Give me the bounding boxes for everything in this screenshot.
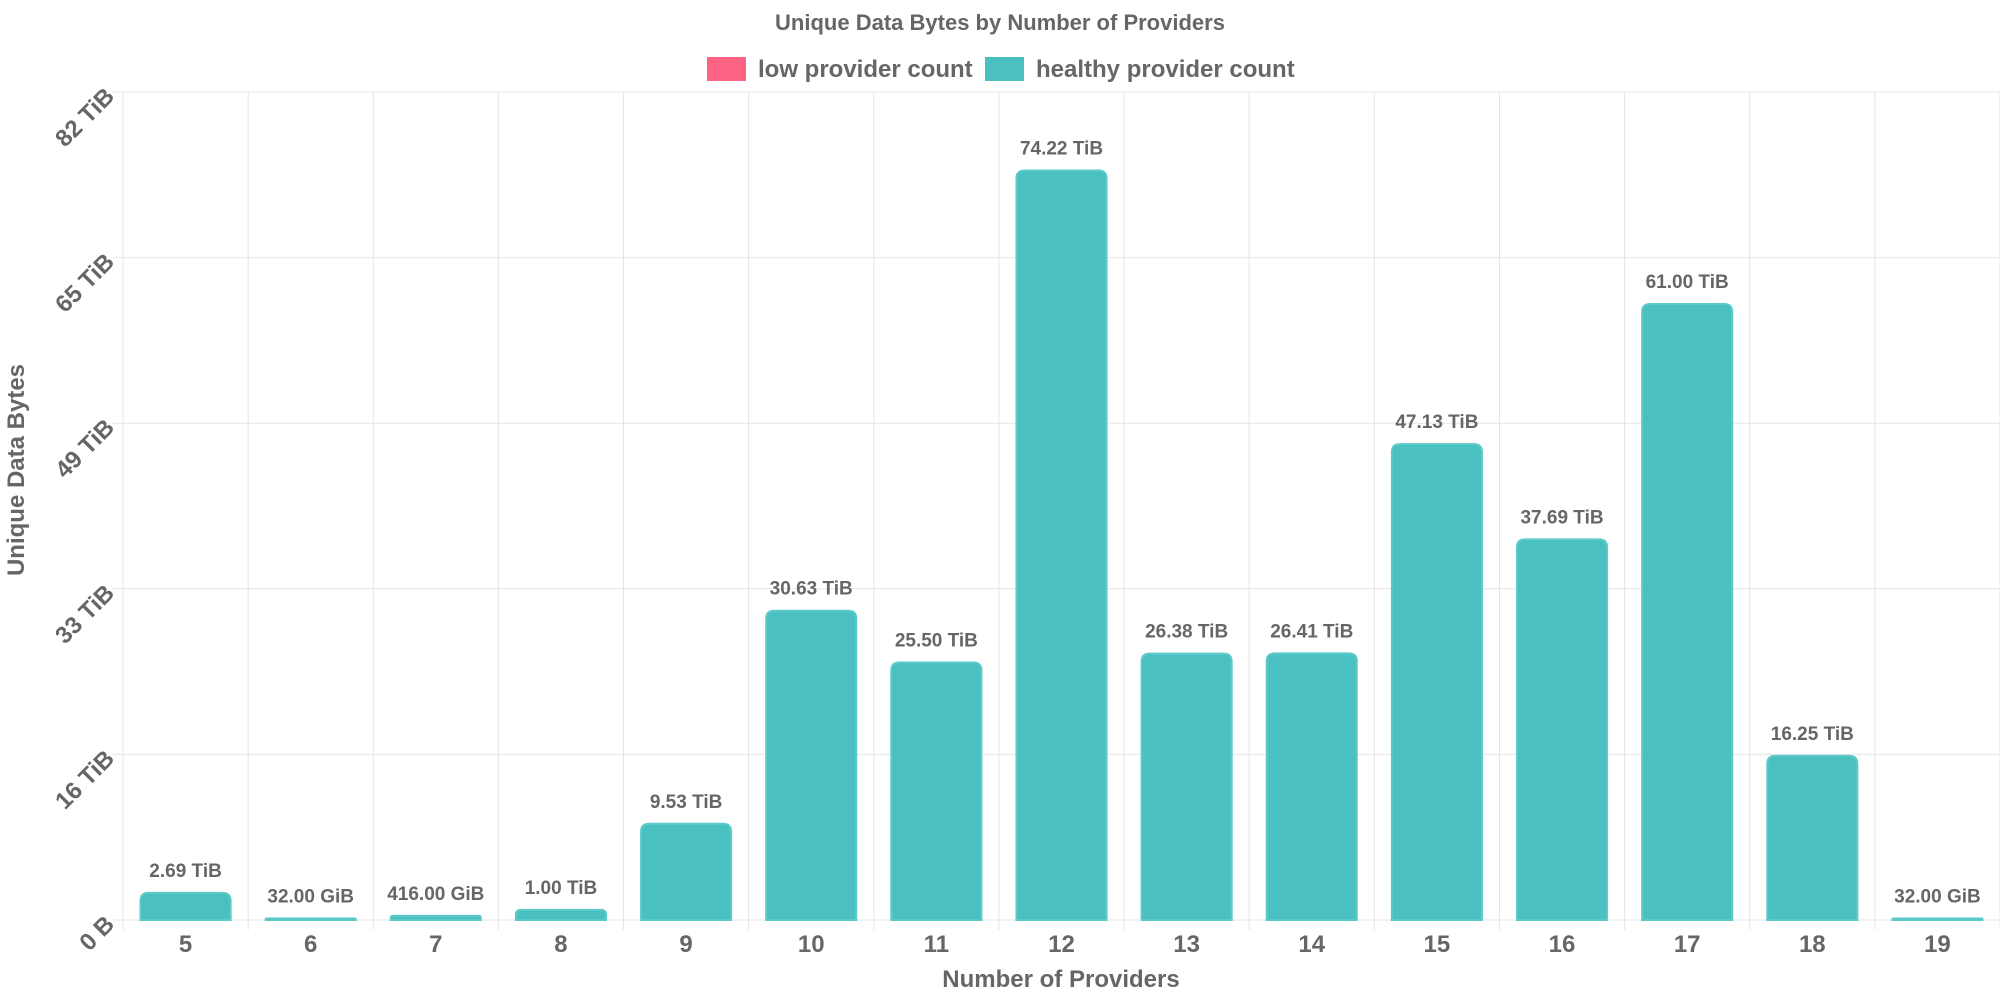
x-tick-label: 10 [798,931,825,958]
x-tick-label: 11 [924,931,949,958]
bar[interactable] [1140,652,1233,921]
bar-value-label: 47.13 TiB [1395,412,1478,433]
bar[interactable] [1515,538,1609,921]
data-labels: 2.69 TiB 32.00 GiB 416.00 GiB 1.00 TiB 9.53 … [149,139,1980,908]
x-tick-label: 9 [679,931,692,958]
x-tick-label: 19 [1924,931,1951,958]
bar-value-label: 26.41 TiB [1270,621,1353,642]
legend-swatch-0[interactable] [707,57,746,81]
x-tick-label: 12 [1048,931,1075,958]
bar[interactable] [264,917,357,921]
bar[interactable] [514,908,608,921]
y-tick-label: 0 B [74,911,120,957]
legend[interactable]: low provider count healthy provider count [707,56,1295,83]
bar[interactable] [1015,169,1108,921]
bar[interactable] [1265,652,1358,921]
x-axis-ticks: 5 6 7 8 9 10 11 12 13 14 15 16 17 18 19 [179,931,1951,958]
x-tick-label: 16 [1549,931,1576,958]
x-tick-label: 5 [179,931,192,958]
bar-value-label: 30.63 TiB [770,579,853,600]
bar[interactable] [139,891,232,921]
bar-value-label: 37.69 TiB [1520,507,1603,528]
bar[interactable] [389,914,482,921]
bar[interactable] [1641,303,1734,921]
bar-value-label: 74.22 TiB [1020,139,1103,160]
y-tick-label: 16 TiB [50,745,120,815]
x-tick-label: 14 [1298,931,1325,958]
y-tick-label: 65 TiB [50,248,120,318]
y-tick-label: 49 TiB [50,414,120,484]
bar-value-label: 25.50 TiB [895,631,978,652]
bar-value-label: 32.00 GiB [1894,887,1981,908]
y-tick-label: 82 TiB [50,83,120,153]
bar[interactable] [640,822,733,921]
y-axis-ticks: 0 B 16 TiB 33 TiB 49 TiB 65 TiB 82 TiB [50,83,120,957]
bar[interactable] [890,661,983,921]
bar[interactable] [1891,917,1984,921]
legend-label-0[interactable]: low provider count [758,56,973,83]
bar-value-label: 9.53 TiB [650,792,723,813]
bar-value-label: 16.25 TiB [1771,724,1854,745]
y-tick-label: 33 TiB [50,580,120,650]
bar[interactable] [1766,754,1859,921]
bar-value-label: 1.00 TiB [525,878,598,899]
bar-value-label: 416.00 GiB [387,884,484,905]
chart-title: Unique Data Bytes by Number of Providers [775,10,1225,35]
bar-value-label: 2.69 TiB [149,861,222,882]
x-tick-label: 18 [1799,931,1826,958]
x-axis-title: Number of Providers [942,966,1179,993]
x-tick-label: 17 [1674,931,1701,958]
bar[interactable] [1390,443,1483,921]
legend-label-1[interactable]: healthy provider count [1036,56,1295,83]
x-tick-label: 7 [429,931,442,958]
y-axis-title: Unique Data Bytes [3,364,30,576]
x-tick-label: 8 [554,931,567,958]
x-tick-label: 13 [1173,931,1200,958]
bar[interactable] [765,609,858,921]
bars [139,169,1984,921]
x-tick-label: 6 [304,931,317,958]
legend-swatch-1[interactable] [985,57,1024,81]
x-tick-label: 15 [1424,931,1451,958]
bar-value-label: 32.00 GiB [267,887,354,908]
bar-value-label: 26.38 TiB [1145,622,1228,643]
bar-value-label: 61.00 TiB [1646,272,1729,293]
